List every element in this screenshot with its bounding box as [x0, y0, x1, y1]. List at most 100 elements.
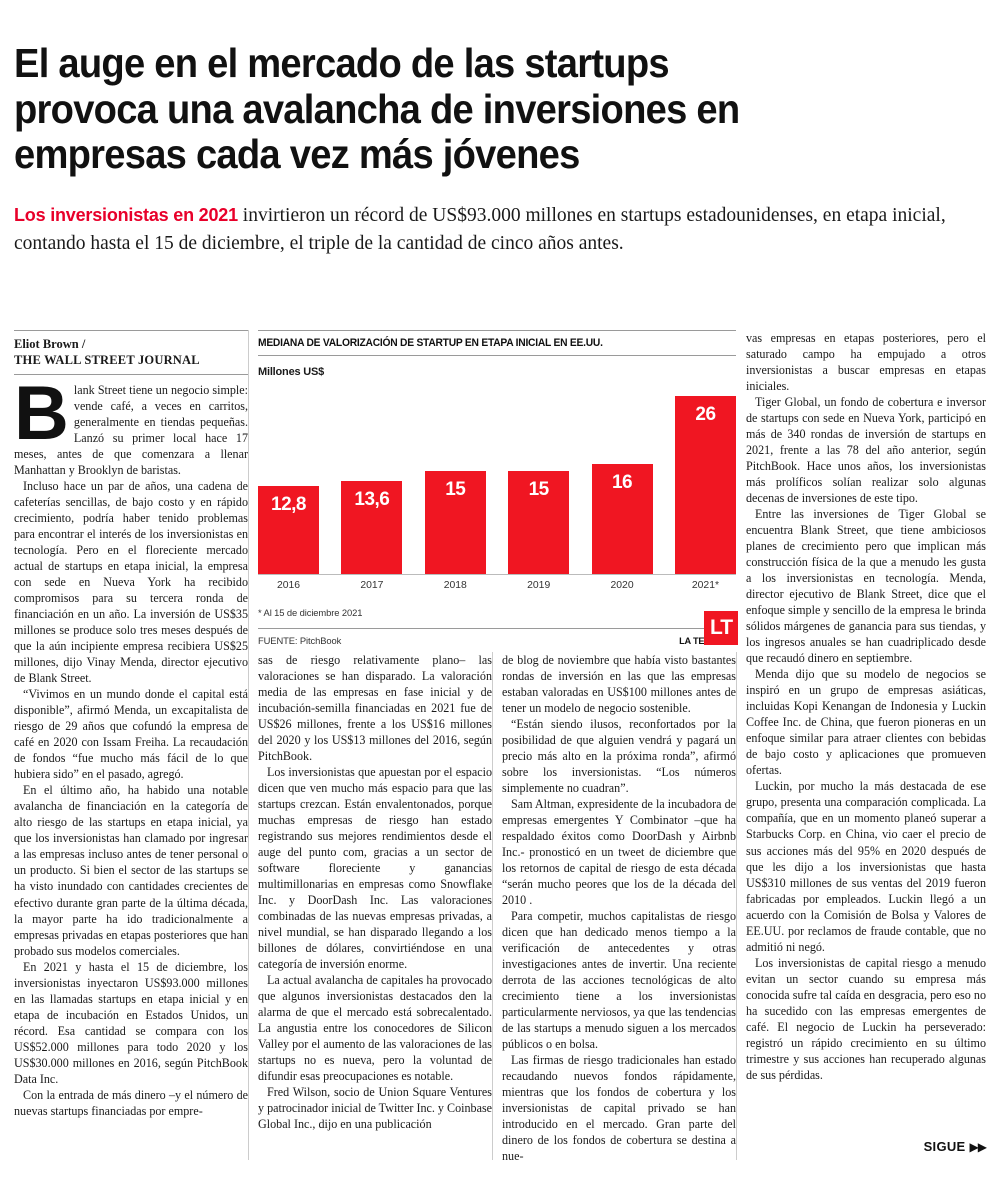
- paragraph-text: Con la entrada de más dinero –y el númer…: [14, 1087, 248, 1118]
- byline-outlet: THE WALL STREET JOURNAL: [14, 352, 200, 367]
- paragraph: Las firmas de riesgo tradicionales han e…: [502, 1052, 736, 1164]
- paragraph: En el último año, ha habido una notable …: [14, 782, 248, 958]
- paragraph: Con la entrada de más dinero –y el númer…: [14, 1087, 248, 1119]
- paragraph-text: Tiger Global, un fondo de cobertura e in…: [746, 395, 986, 506]
- paragraph: de blog de noviembre que había visto bas…: [502, 652, 736, 716]
- x-tick-label: 2019: [527, 580, 551, 591]
- headline-line-1: El auge en el mercado de las startups: [14, 40, 670, 87]
- byline-rule-bottom: [14, 374, 248, 376]
- bar-value-label: 12,8: [271, 494, 306, 516]
- headline-line-3: empresas cada vez más jóvenes: [14, 130, 580, 177]
- article-column-3: de blog de noviembre que había visto bas…: [502, 652, 736, 1165]
- bar-value-label: 15: [445, 479, 466, 501]
- paragraph-text: Luckin, por mucho la más destacada de es…: [746, 779, 986, 954]
- deck-lead-in: Los inversionistas en 2021: [14, 205, 238, 225]
- paragraph-text: vas empresas en etapas posteriores, pero…: [746, 331, 986, 394]
- paragraph-text: de blog de noviembre que había visto bas…: [502, 653, 736, 716]
- x-tick-label: 2021*: [691, 580, 720, 591]
- paragraph: Tiger Global, un fondo de cobertura e in…: [746, 394, 986, 506]
- paragraph-text: “Están siendo ilusos, reconfortados por …: [502, 717, 736, 796]
- bar[interactable]: 12,8: [258, 486, 319, 574]
- bar-value-label: 16: [611, 472, 633, 494]
- paragraph-text: En el último año, ha habido una notable …: [14, 783, 248, 958]
- drop-cap: B: [14, 371, 69, 456]
- paragraph: vas empresas en etapas posteriores, pero…: [746, 330, 986, 394]
- paragraph-text: Los inversionistas de capital riesgo a m…: [746, 955, 986, 1082]
- paragraph: “Vivimos en un mundo donde el capital es…: [14, 686, 248, 782]
- paragraph-text: Menda dijo que su modelo de negocios se …: [746, 667, 986, 778]
- bar-value-label: 15: [528, 479, 550, 501]
- paragraph-text: “Vivimos en un mundo donde el capital es…: [14, 687, 248, 782]
- double-arrow-right-icon: ▶▶: [969, 1139, 987, 1154]
- chart-rule-bottom: [258, 628, 736, 629]
- bar[interactable]: 13,6: [341, 480, 403, 574]
- paragraph: Menda dijo que su modelo de negocios se …: [746, 666, 986, 778]
- paragraph-text: Incluso hace un par de años, una cadena …: [14, 479, 248, 686]
- chart-rule-top: [258, 330, 736, 331]
- bar-group: 16: [591, 382, 653, 574]
- paragraph-text: lank Street tiene un negocio simple: ven…: [14, 383, 248, 478]
- paragraph: Entre las inversiones de Tiger Global se…: [746, 506, 986, 666]
- bar-value-label: 26: [695, 403, 716, 425]
- paragraph: Sam Altman, expresidente de la incubador…: [502, 796, 736, 908]
- article-deck: Los inversionistas en 2021 invirtieron u…: [14, 202, 954, 257]
- byline-rule-top: [14, 330, 248, 331]
- paragraph: Luckin, por mucho la más destacada de es…: [746, 778, 986, 954]
- paragraph: La actual avalancha de capitales ha prov…: [258, 972, 492, 1084]
- bar[interactable]: 26: [674, 395, 736, 574]
- paragraph: En 2021 y hasta el 15 de diciembre, los …: [14, 959, 248, 1087]
- paragraph-text: Los inversionistas que apuestan por el e…: [258, 765, 492, 972]
- chart-figure: MEDIANA DE VALORIZACIÓN DE STARTUP EN ET…: [258, 330, 738, 646]
- paragraph-text: Sam Altman, expresidente de la incubador…: [502, 797, 736, 908]
- bar-group: 12,8: [258, 382, 319, 574]
- bar-group: 15: [508, 382, 570, 574]
- article-column-2: sas de riesgo relativamente plano– las v…: [258, 652, 492, 1132]
- chart-source: FUENTE: PitchBook: [258, 635, 342, 646]
- paragraph-text: Entre las inversiones de Tiger Global se…: [746, 507, 986, 666]
- bar-group: 26: [674, 382, 736, 574]
- bar[interactable]: 15: [508, 471, 570, 574]
- byline: Eliot Brown / THE WALL STREET JOURNAL: [14, 330, 248, 376]
- paragraph: Para competir, muchos capitalistas de ri…: [502, 908, 736, 1052]
- deck-text: invirtieron un récord de US$93.000 millo…: [14, 205, 946, 254]
- chart-rule-mid: [258, 355, 736, 356]
- chart-y-axis-label: Millones US$: [258, 366, 325, 378]
- continue-indicator[interactable]: SIGUE ▶▶: [923, 1139, 987, 1154]
- headline-line-2: provoca una avalancha de inversiones en: [14, 85, 740, 132]
- column-divider-1: [248, 330, 249, 1160]
- bar-group: 13,6: [341, 382, 403, 574]
- column-divider-2: [492, 652, 493, 1160]
- x-tick-label: 2020: [610, 580, 634, 591]
- paragraph: sas de riesgo relativamente plano– las v…: [258, 652, 492, 764]
- chart-footnote: * Al 15 de diciembre 2021: [258, 607, 363, 618]
- x-tick-label: 2016: [276, 580, 301, 591]
- chart-x-axis: 2016 2017 2018 2019 2020 2021*: [258, 580, 736, 591]
- x-tick-label: 2018: [443, 580, 467, 591]
- paragraph-text: Fred Wilson, socio de Union Square Ventu…: [258, 1085, 493, 1132]
- column-divider-3: [736, 652, 737, 1160]
- paragraph: Los inversionistas de capital riesgo a m…: [746, 955, 986, 1083]
- paragraph-text: sas de riesgo relativamente plano– las v…: [258, 653, 492, 764]
- paragraph-text: En 2021 y hasta el 15 de diciembre, los …: [14, 959, 248, 1086]
- bar-value-label: 13,6: [354, 488, 390, 510]
- bar[interactable]: 16: [591, 464, 653, 574]
- paragraph-text: La actual avalancha de capitales ha prov…: [258, 973, 492, 1084]
- paragraph-text: Para competir, muchos capitalistas de ri…: [502, 909, 736, 1052]
- x-tick-label: 2017: [360, 580, 384, 591]
- article-column-4: vas empresas en etapas posteriores, pero…: [746, 330, 986, 1083]
- chart-title: MEDIANA DE VALORIZACIÓN DE STARTUP EN ET…: [258, 337, 603, 349]
- la-tercera-logo-icon: LT: [704, 611, 738, 645]
- chart-plot-area: 12,8 13,6 15 15 16: [258, 382, 736, 575]
- bar[interactable]: 15: [424, 471, 486, 574]
- paragraph: Incluso hace un par de años, una cadena …: [14, 478, 248, 686]
- paragraph-text: Las firmas de riesgo tradicionales han e…: [502, 1053, 736, 1164]
- continue-label: SIGUE: [923, 1139, 966, 1154]
- byline-author: Eliot Brown /: [14, 337, 86, 351]
- chart-footer: FUENTE: PitchBook LA TERCERA LT: [258, 611, 738, 646]
- bar-group: 15: [424, 382, 486, 574]
- page-title: El auge en el mercado de las startups pr…: [14, 41, 879, 176]
- paragraph: Los inversionistas que apuestan por el e…: [258, 764, 492, 972]
